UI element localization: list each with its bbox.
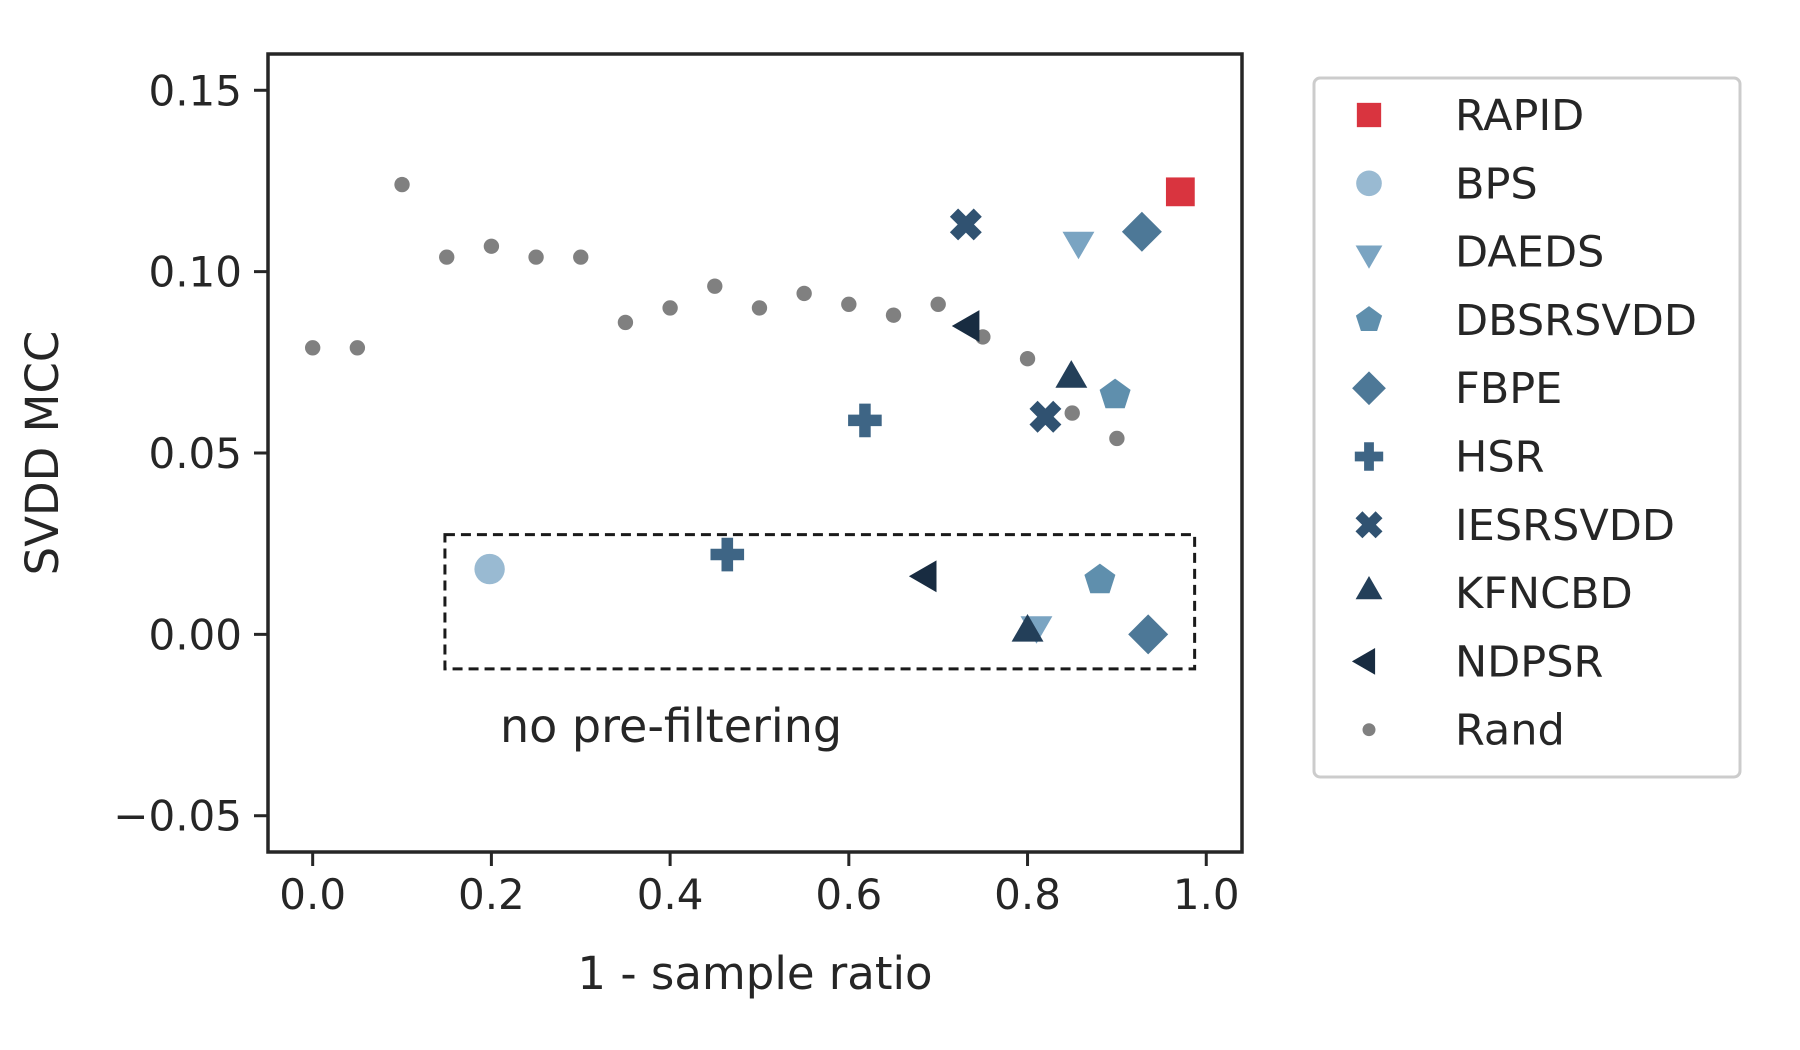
rand-point <box>1064 405 1080 421</box>
legend-marker-iesrsvdd <box>1355 511 1383 539</box>
kfncbd-point <box>1055 360 1088 388</box>
legend-marker-rand <box>1362 723 1376 737</box>
rand-point <box>930 296 946 312</box>
x-tick-label: 0.0 <box>279 870 346 919</box>
x-tick-label: 0.4 <box>637 870 704 919</box>
legend-frame <box>1312 76 1742 779</box>
legend-label-iesrsvdd: IESRSVDD <box>1455 501 1675 551</box>
rand-point <box>394 176 410 193</box>
bps-point <box>474 553 505 585</box>
legend-label-dbsrsvdd: DBSRSVDD <box>1455 296 1697 346</box>
rand-point <box>841 296 857 312</box>
legend-label-rand: Rand <box>1455 706 1565 756</box>
legend-marker-ndpsr <box>1351 648 1376 675</box>
rapid-point <box>1165 177 1195 207</box>
y-tick-label: 0.10 <box>148 248 242 297</box>
rand-point <box>573 249 589 265</box>
legend-marker-kfncbd <box>1355 576 1383 600</box>
rand-point <box>483 238 500 254</box>
rand-point <box>1109 430 1125 447</box>
rand-point <box>349 340 366 356</box>
no-prefilter-box <box>443 533 1197 671</box>
y-axis-ticks: −0.05 0.00 0.05 0.10 0.15 <box>113 66 268 841</box>
legend-marker-daeds <box>1355 245 1383 269</box>
dbsrsvdd-point <box>1099 378 1131 409</box>
legend-label-fbpe: FBPE <box>1455 364 1562 414</box>
legend-items: RAPID BPS DAEDS DBSRSVDD FBPE HSR IESRSVDD KFNC… <box>1351 91 1697 756</box>
x-tick-label: 0.2 <box>458 870 525 919</box>
plot-area: 0.0 0.2 0.4 0.6 0.8 1.0 −0.05 0.00 0.05 0.10 0.15… <box>113 52 1244 919</box>
rand-point <box>707 278 723 294</box>
legend-label-bps: BPS <box>1455 159 1538 209</box>
x-tick-label: 1.0 <box>1173 870 1240 919</box>
rand-point <box>617 314 634 331</box>
hsr-point <box>848 403 882 438</box>
ndpsr-point <box>951 310 980 342</box>
y-tick-label: 0.15 <box>148 66 242 115</box>
y-tick-label: −0.05 <box>113 792 242 841</box>
legend-marker-rapid <box>1356 102 1382 128</box>
legend-marker-fbpe <box>1352 371 1386 406</box>
legend-label-rapid: RAPID <box>1455 91 1584 141</box>
iesrsvdd-point <box>949 208 982 241</box>
rand-point <box>528 249 544 265</box>
legend-marker-dbsrsvdd <box>1355 306 1383 331</box>
legend-label-kfncbd: KFNCBD <box>1455 569 1633 619</box>
dbsrsvdd-point <box>1084 563 1116 594</box>
x-axis-title: 1 - sample ratio <box>577 947 932 1000</box>
x-tick-label: 0.6 <box>815 870 882 919</box>
rand-point <box>885 307 902 323</box>
rand-point <box>439 249 455 265</box>
y-axis-title: SVDD MCC <box>16 331 69 576</box>
hsr-point <box>710 537 745 572</box>
rand-point <box>304 340 321 356</box>
rand-point <box>1019 351 1036 367</box>
legend-label-hsr: HSR <box>1455 433 1545 483</box>
daeds-point <box>1062 231 1095 260</box>
ndpsr-point <box>908 560 937 593</box>
rand-point <box>751 300 768 316</box>
legend-marker-bps <box>1356 170 1382 197</box>
legend-label-ndpsr: NDPSR <box>1455 637 1603 687</box>
x-axis-ticks: 0.0 0.2 0.4 0.6 0.8 1.0 <box>279 852 1240 919</box>
iesrsvdd-point <box>1029 400 1062 433</box>
data-markers <box>304 176 1195 655</box>
legend-marker-hsr <box>1354 442 1384 471</box>
legend-label-daeds: DAEDS <box>1455 228 1604 278</box>
x-tick-label: 0.8 <box>994 870 1061 919</box>
legend: RAPID BPS DAEDS DBSRSVDD FBPE HSR IESRSVDD KFNC… <box>1312 76 1742 779</box>
fbpe-point <box>1121 211 1162 252</box>
y-tick-label: 0.05 <box>148 429 242 478</box>
y-tick-label: 0.00 <box>148 610 242 659</box>
fbpe-point <box>1128 614 1169 655</box>
rand-point <box>796 285 812 302</box>
kfncbd-point <box>1011 614 1044 642</box>
no-prefilter-label: no pre-filtering <box>500 699 842 753</box>
rand-point <box>662 300 678 316</box>
